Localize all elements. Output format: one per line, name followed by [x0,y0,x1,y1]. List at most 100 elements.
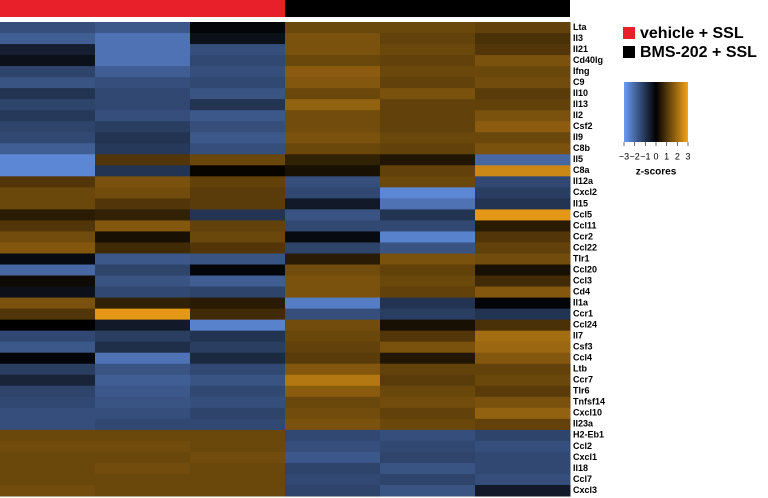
heatmap-cell [0,88,96,100]
heatmap-cell [190,121,286,133]
heatmap-cell [285,462,381,475]
heatmap-cell [475,385,571,398]
heatmap-cell [380,429,476,442]
heatmap-cell [0,385,96,398]
heatmap-cell [475,176,571,188]
heatmap-cell [380,385,476,398]
heatmap-cell [0,132,96,144]
heatmap-cell [380,363,476,376]
heatmap-cell [0,99,96,111]
heatmap-cell [0,66,96,78]
heatmap-cell [285,374,381,387]
heatmap-cell [190,209,286,221]
heatmap-cell [0,407,96,420]
heatmap-cell [0,44,96,56]
row-label: Ccl2 [573,441,592,451]
row-label: Cxcl10 [573,408,602,418]
heatmap-cell [0,418,96,431]
heatmap-cell [475,396,571,409]
heatmap-cell [380,308,476,321]
colorbar-tick-label: 1 [664,151,669,161]
heatmap-cell [0,308,96,321]
heatmap-cell [95,55,191,67]
heatmap-cell [190,154,286,166]
heatmap-cell [285,187,381,199]
heatmap-cell [285,308,381,321]
heatmap-cell [380,462,476,475]
legend-text: BMS-202 + SSL [640,44,757,61]
row-label: Tlr1 [573,253,590,263]
row-label: Il21 [573,44,588,54]
heatmap-cell [95,484,191,497]
heatmap-cell [285,352,381,365]
heatmap-cell [95,352,191,365]
row-label: Tlr6 [573,386,590,396]
row-label: Cxcl3 [573,485,597,495]
heatmap-cell [285,22,381,34]
heatmap-cell [190,286,286,299]
heatmap-cell [0,165,96,177]
heatmap-cell [380,451,476,464]
row-label: Il15 [573,198,588,208]
heatmap-cell [95,451,191,464]
heatmap-cell [0,220,96,232]
heatmap-cell [95,407,191,420]
heatmap-cell [0,451,96,464]
heatmap-cell [95,319,191,332]
heatmap-cell [475,297,571,310]
heatmap-cell [0,253,96,266]
row-label: Tnfsf14 [573,397,605,407]
heatmap-cell [475,242,571,254]
row-label: Cxcl1 [573,452,597,462]
heatmap-cell [0,176,96,188]
heatmap-cell [380,352,476,365]
heatmap-cell [380,88,476,100]
row-label: Csf2 [573,121,593,131]
row-label: Il9 [573,132,583,142]
row-label: Ccl3 [573,275,592,285]
heatmap-cell [95,385,191,398]
heatmap-cell [190,110,286,122]
heatmap-cell [285,253,381,266]
heatmap-cell [475,132,571,144]
heatmap-cell [0,297,96,310]
row-label: Ccr2 [573,231,593,241]
row-label: Il3 [573,33,583,43]
heatmap-cell [475,473,571,486]
row-label: Il2 [573,110,583,120]
row-label: Il7 [573,331,583,341]
heatmap-cell [285,209,381,221]
heatmap-cell [190,451,286,464]
heatmap-cell [0,429,96,442]
heatmap-cell [190,44,286,56]
row-label: Ccl4 [573,353,592,363]
colorbar-tick-label: −2 [630,151,640,161]
heatmap-cell [380,77,476,89]
heatmap-cell [95,264,191,277]
heatmap-cell [380,407,476,420]
heatmap-cell [0,330,96,343]
heatmap-cell [475,341,571,354]
heatmap-cell [285,341,381,354]
heatmap-cell [95,231,191,243]
heatmap-cell [0,440,96,453]
heatmap-cell [285,44,381,56]
heatmap-cell [95,44,191,56]
heatmap-cell [190,341,286,354]
heatmap-cell [380,187,476,199]
heatmap-cell [380,132,476,144]
heatmap-cell [380,253,476,266]
heatmap-cell [190,55,286,67]
heatmap-cell [380,99,476,111]
heatmap-cell [475,154,571,166]
heatmap-cell [380,418,476,431]
group-bar [0,0,285,17]
heatmap-cell [475,55,571,67]
heatmap-cell [380,143,476,155]
heatmap-cell [95,462,191,475]
heatmap-cell [0,55,96,67]
heatmap-cell [380,44,476,56]
heatmap-cell [0,341,96,354]
row-label: Csf3 [573,342,593,352]
